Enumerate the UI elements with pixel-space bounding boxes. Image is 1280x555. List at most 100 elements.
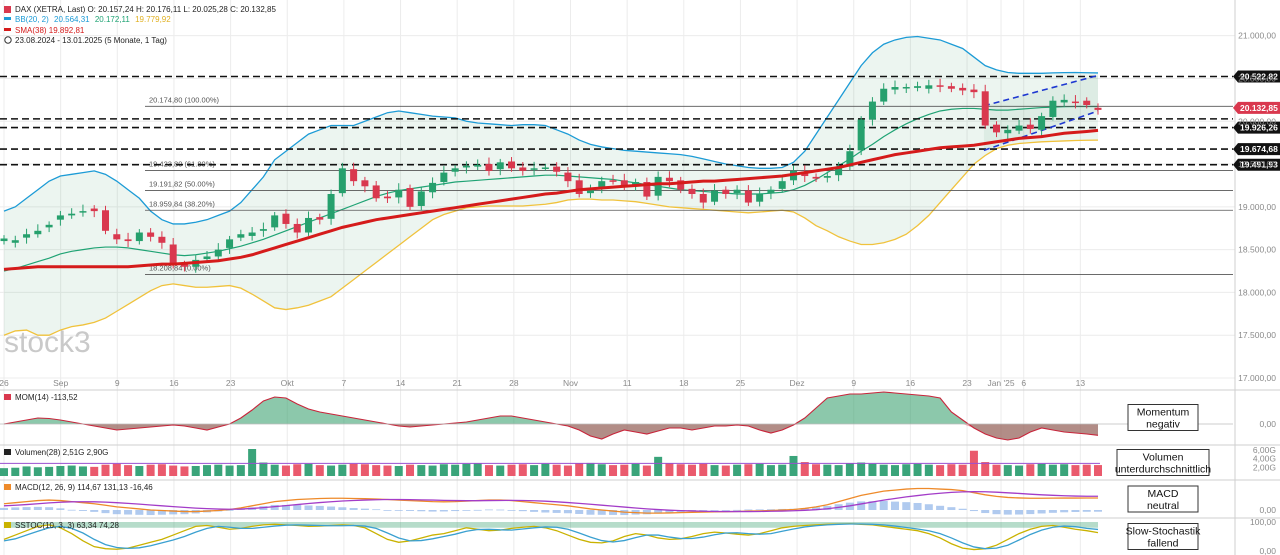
macd-hist-bar bbox=[958, 508, 967, 510]
macd-hist-bar bbox=[270, 504, 279, 510]
volume-bar bbox=[417, 465, 426, 476]
candle-body bbox=[305, 217, 313, 233]
candle-body bbox=[665, 177, 673, 182]
fib-label: 18.959,84 (38.20%) bbox=[149, 199, 215, 208]
vol-annotation-box bbox=[1116, 449, 1210, 476]
candle-body bbox=[823, 176, 831, 178]
macd-signal-line bbox=[3, 491, 1099, 513]
stoch-annotation-line1: Slow-Stochastik bbox=[1126, 526, 1201, 538]
mom-annotation-line1: Momentum bbox=[1137, 407, 1190, 419]
volume-bar bbox=[338, 464, 347, 476]
candle-body bbox=[169, 244, 177, 266]
legend-bb-name: BB(20, 2) bbox=[15, 15, 49, 24]
candle-body bbox=[259, 229, 267, 231]
bb-lower-line bbox=[3, 139, 1099, 336]
volume-bar bbox=[744, 464, 753, 476]
mom-area bbox=[4, 392, 1098, 440]
volume-bar bbox=[1003, 465, 1012, 476]
volume-bar bbox=[124, 465, 133, 476]
candle-body bbox=[1049, 100, 1057, 117]
candle-body bbox=[947, 86, 955, 89]
macd-hist-bar bbox=[383, 510, 392, 511]
volume-bar bbox=[631, 463, 640, 476]
volume-bar bbox=[609, 465, 618, 476]
macd-hist-bar bbox=[281, 504, 290, 510]
candle-body bbox=[395, 189, 403, 198]
watermark: stock3 bbox=[4, 326, 91, 359]
volume-axis-label: 6,00G bbox=[1253, 445, 1276, 455]
legend-bb-upper: 20.564,31 bbox=[54, 15, 90, 24]
y-tick-label: 19.500,00 bbox=[1238, 159, 1276, 169]
volume-bar bbox=[924, 464, 933, 476]
level-pill-label: 19.926,26 bbox=[1240, 123, 1278, 133]
macd-hist-bar bbox=[710, 510, 719, 511]
volume-bar bbox=[225, 465, 234, 476]
macd-axis-label: 0,00 bbox=[1259, 505, 1276, 515]
candle-body bbox=[79, 211, 87, 213]
macd-hist-bar bbox=[563, 510, 572, 514]
level-pill bbox=[1233, 121, 1280, 134]
macd-hist-bar bbox=[462, 510, 471, 511]
volume-bar bbox=[879, 464, 888, 476]
volume-bar bbox=[293, 464, 302, 476]
candle-body bbox=[812, 176, 820, 179]
mom-annotation-box bbox=[1127, 404, 1199, 431]
volume-axis-label: 4,00G bbox=[1253, 454, 1276, 464]
macd-hist-bar bbox=[338, 507, 347, 510]
volume-bar bbox=[406, 464, 415, 476]
candle-body bbox=[711, 190, 719, 202]
candle-body bbox=[586, 188, 594, 194]
mom-swatch bbox=[4, 394, 11, 400]
channel-fill bbox=[983, 75, 1098, 151]
volume-bar bbox=[676, 464, 685, 476]
vol-label: Volumen(28) 2,51G 2,90G bbox=[15, 448, 108, 457]
candle-body bbox=[925, 85, 933, 89]
macd-hist-bar bbox=[857, 501, 866, 510]
volume-bar bbox=[1071, 465, 1080, 476]
level-pill bbox=[1233, 70, 1280, 83]
candle-body bbox=[406, 188, 414, 207]
x-tick-label: 9 bbox=[851, 378, 856, 388]
candle-body bbox=[1083, 100, 1091, 105]
macd-hist-bar bbox=[360, 508, 369, 510]
volume-bar bbox=[180, 466, 189, 476]
macd-hist-bar bbox=[586, 510, 595, 515]
trend-channel bbox=[983, 74, 1099, 152]
volume-bar bbox=[67, 465, 76, 476]
candle-body bbox=[147, 232, 155, 237]
macd-hist-bar bbox=[642, 510, 651, 515]
candle-body bbox=[496, 162, 504, 170]
macd-hist-bar bbox=[349, 508, 358, 510]
volume-bar bbox=[462, 463, 471, 476]
candle-body bbox=[914, 86, 922, 88]
candle-body bbox=[350, 169, 358, 182]
volume-bar bbox=[236, 465, 245, 476]
volume-bar bbox=[530, 465, 539, 476]
macd-hist-bar bbox=[496, 509, 505, 511]
macd-hist-bar bbox=[665, 510, 674, 513]
volume-bar bbox=[563, 465, 572, 476]
volume-bar bbox=[22, 466, 31, 476]
volume-bar bbox=[394, 465, 403, 476]
candle-body bbox=[124, 239, 132, 242]
candle-body bbox=[632, 182, 640, 185]
mom-neg-area bbox=[4, 424, 1098, 440]
volume-bar bbox=[823, 464, 832, 476]
volume-bar bbox=[857, 462, 866, 476]
volume-bar bbox=[1094, 465, 1102, 476]
macd-hist-bar bbox=[0, 507, 8, 510]
macd-hist-bar bbox=[417, 510, 426, 512]
volume-bar bbox=[1015, 465, 1024, 476]
volume-bar bbox=[214, 464, 223, 476]
candle-body bbox=[620, 180, 628, 186]
volume-bar bbox=[597, 464, 606, 476]
macd-hist-bar bbox=[372, 509, 381, 511]
x-axis: 26 Sep 9 16 23 Okt 7 14 21 28 Nov 11 18 25 Dez 9 16 23 Jan… bbox=[0, 378, 1085, 388]
candle-body bbox=[372, 185, 380, 199]
candle-body bbox=[338, 168, 346, 194]
macd-hist-bar bbox=[654, 510, 663, 514]
macd-hist-bar bbox=[969, 510, 978, 512]
candle-body bbox=[316, 217, 324, 220]
candle-body bbox=[541, 167, 549, 169]
